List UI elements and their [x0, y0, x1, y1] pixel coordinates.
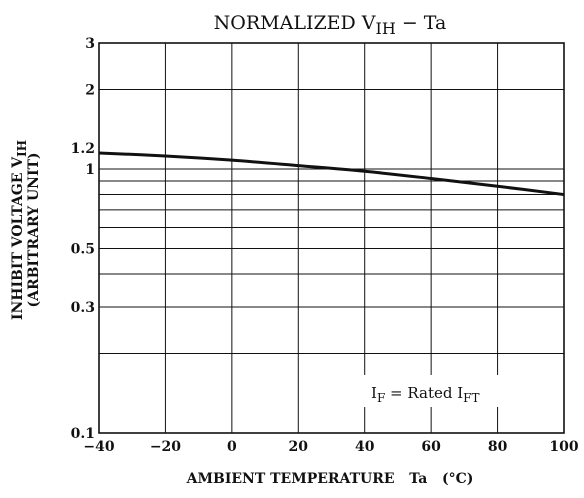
y-tick-label: 1 — [85, 162, 95, 178]
y-tick-label: 1.2 — [71, 141, 95, 157]
annotation-prefix-sub: F — [377, 391, 385, 405]
annotation-suffix-sub: FT — [463, 391, 479, 405]
y-tick-label: 2 — [85, 82, 95, 98]
x-tick-label: 80 — [488, 439, 508, 455]
y-axis-label-line1: INHIBIT VOLTAGE VIH — [10, 140, 29, 320]
x-tick-label: 40 — [355, 439, 375, 455]
y-tick-label: 0.1 — [71, 426, 95, 442]
y-tick-label: 0.3 — [71, 300, 95, 316]
annotation-text: IF = Rated IFT — [371, 384, 480, 405]
x-tick-label: 20 — [289, 439, 309, 455]
chart-title: NORMALIZED VIH − Ta — [214, 12, 447, 38]
x-tick-label: 60 — [421, 439, 441, 455]
plot-frame — [98, 42, 565, 434]
x-tick-label: −40 — [83, 439, 114, 455]
chart-title-subscript: IH — [376, 19, 396, 38]
y-axis-label-group: INHIBIT VOLTAGE VIH (ARBITRARY UNIT) — [10, 140, 42, 320]
y-tick-label: 3 — [85, 36, 95, 52]
x-tick-label: −20 — [150, 439, 181, 455]
annotation-background — [360, 375, 510, 407]
x-tick-label: 0 — [227, 439, 237, 455]
chart-title-main: NORMALIZED V — [214, 12, 376, 34]
y-tick-label: 0.5 — [71, 241, 95, 257]
y-axis-label-subscript: IH — [15, 140, 29, 157]
series-line — [98, 151, 565, 197]
annotation-prefix: I — [371, 384, 377, 402]
annotation-middle: = Rated I — [385, 384, 463, 402]
tick-label-layer: −40 −20 0 20 40 60 80 100 0.1 0.3 0.5 1 1.2 2 3 — [71, 36, 579, 455]
series-layer — [98, 151, 565, 197]
grid-layer — [98, 42, 565, 434]
y-axis-label-line2: (ARBITRARY UNIT) — [26, 152, 42, 307]
x-axis-label: AMBIENT TEMPERATURE Ta (°C) — [186, 471, 474, 487]
chart-title-tail: − Ta — [396, 12, 447, 34]
x-tick-label: 100 — [549, 439, 578, 455]
y-axis-label-text: INHIBIT VOLTAGE V — [10, 156, 26, 320]
